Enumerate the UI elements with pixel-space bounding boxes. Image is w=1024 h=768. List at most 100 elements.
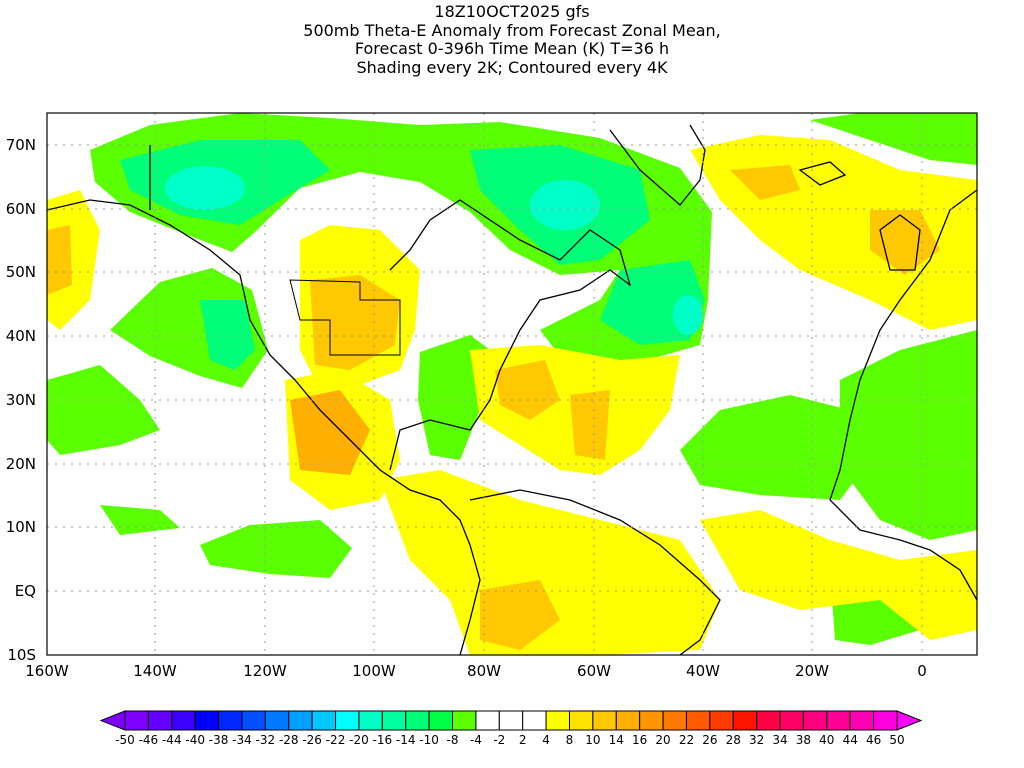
colorbar-label: -40: [185, 733, 205, 747]
colorbar-label: 46: [865, 733, 882, 747]
colorbar-label: 20: [655, 733, 671, 747]
lat-label: 40N: [5, 327, 36, 345]
colorbar-label: -38: [208, 733, 229, 747]
colorbar-label: -14: [395, 733, 416, 747]
shade-itcz-negative: [100, 505, 352, 578]
colorbar-swatch: [826, 710, 851, 731]
colorbar-label: 40: [819, 733, 835, 747]
colorbar-swatch: [545, 710, 570, 731]
colorbar-swatch: [475, 710, 500, 731]
colorbar-label: -4: [469, 733, 482, 747]
shade-alaska-positive: [47, 190, 100, 330]
colorbar-label: 32: [748, 733, 765, 747]
colorbar-label: 26: [702, 733, 718, 747]
shading-layer: [47, 113, 977, 655]
colorbar-swatch: [171, 710, 196, 731]
colorbar-label: -22: [325, 733, 346, 747]
lat-label: 60N: [5, 200, 36, 218]
colorbar-swatch: [522, 710, 547, 731]
colorbar-swatch: [335, 710, 360, 731]
title-shading: Shading every 2K; Contoured every 4K: [356, 57, 668, 77]
colorbar-label: -26: [302, 733, 322, 747]
colorbar-low-arrow: [99, 710, 126, 731]
shade-natlantic-negative: [810, 113, 977, 165]
title-run: 18Z10OCT2025 gfs: [434, 2, 590, 21]
colorbar-swatch: [428, 710, 454, 731]
lon-label: 140W: [133, 662, 177, 680]
lat-label: EQ: [14, 582, 36, 600]
lon-label: 0: [917, 662, 927, 680]
colorbar-label: 28: [725, 733, 741, 747]
shade-south-america-positive: [380, 470, 720, 655]
colorbar-label: -44: [161, 733, 182, 747]
shade-atlantic-negative: [680, 395, 870, 500]
shade-africa-negative: [840, 330, 977, 540]
colorbar-swatch: [194, 710, 220, 731]
colorbar-label: 14: [608, 733, 624, 747]
colorbar-label: -10: [419, 733, 439, 747]
colorbar-swatch: [405, 710, 430, 731]
colorbar-label: 38: [795, 733, 812, 747]
colorbar-label: -50: [115, 733, 135, 747]
colorbar-swatch: [685, 710, 711, 731]
lon-label: 80W: [467, 662, 501, 680]
colorbar-swatch: [756, 710, 781, 731]
lon-label: 160W: [25, 662, 69, 680]
colorbar-swatch: [639, 710, 664, 731]
colorbar-swatch: [615, 710, 641, 731]
colorbar-swatch: [709, 710, 734, 731]
lon-label: 120W: [243, 662, 287, 680]
colorbar-swatch: [264, 710, 290, 731]
lat-label: 30N: [5, 391, 36, 409]
colorbar-label: 10: [585, 733, 601, 747]
colorbar-swatch: [288, 710, 313, 731]
colorbar-label: -2: [493, 733, 506, 747]
shade-cyan-core-atlantic: [673, 295, 703, 335]
shade-west-africa-positive: [700, 510, 977, 640]
colorbar-swatch: [452, 710, 477, 731]
shade-europe-core: [730, 165, 940, 275]
colorbar-label: 34: [772, 733, 788, 747]
lat-label: 10N: [5, 518, 36, 536]
shade-atlantic-core: [495, 360, 610, 460]
colorbar-label: 8: [565, 733, 574, 747]
lat-label: 70N: [5, 136, 36, 154]
colorbar-label: 22: [678, 733, 695, 747]
colorbar-swatch: [568, 710, 594, 731]
colorbar-swatch: [241, 710, 266, 731]
lat-label: 10S: [7, 646, 36, 664]
colorbar-label: -28: [278, 733, 299, 747]
colorbar-swatch: [124, 710, 149, 731]
lat-label: 20N: [5, 455, 36, 473]
lon-label: 60W: [577, 662, 611, 680]
title-variable: 500mb Theta-E Anomaly from Forecast Zona…: [303, 20, 721, 40]
colorbar-label: -32: [255, 733, 276, 747]
colorbar-label: 2: [518, 733, 527, 747]
shade-western-us-core: [310, 275, 400, 370]
colorbar-swatch: [662, 710, 687, 731]
lon-label: 40W: [686, 662, 720, 680]
lon-label: 20W: [795, 662, 829, 680]
colorbar-label: 50: [889, 733, 905, 747]
colorbar-swatch: [732, 710, 758, 731]
colorbar-swatch: [498, 710, 524, 731]
title-forecast: Forecast 0-396h Time Mean (K) T=36 h: [354, 39, 670, 58]
colorbar-swatch: [873, 710, 898, 731]
colorbar-swatch: [147, 710, 173, 731]
shade-cyan-core-west: [165, 166, 245, 210]
colorbar-label: -20: [349, 733, 369, 747]
colorbar-swatch: [779, 710, 804, 731]
colorbar-label: 4: [542, 733, 550, 747]
map-frame: [46, 112, 978, 656]
coastlines: [47, 124, 977, 655]
shade-pacific-core: [200, 300, 255, 370]
plot-title: 18Z10OCT2025 gfs 500mb Theta-E Anomaly f…: [0, 3, 1024, 77]
colorbar-high-arrow: [896, 710, 923, 731]
colorbar-swatch: [218, 710, 243, 731]
colorbar-swatch: [802, 710, 828, 731]
colorbar-swatch: [358, 710, 383, 731]
colorbar-label: -16: [372, 733, 393, 747]
shade-south-america-core: [480, 580, 560, 650]
